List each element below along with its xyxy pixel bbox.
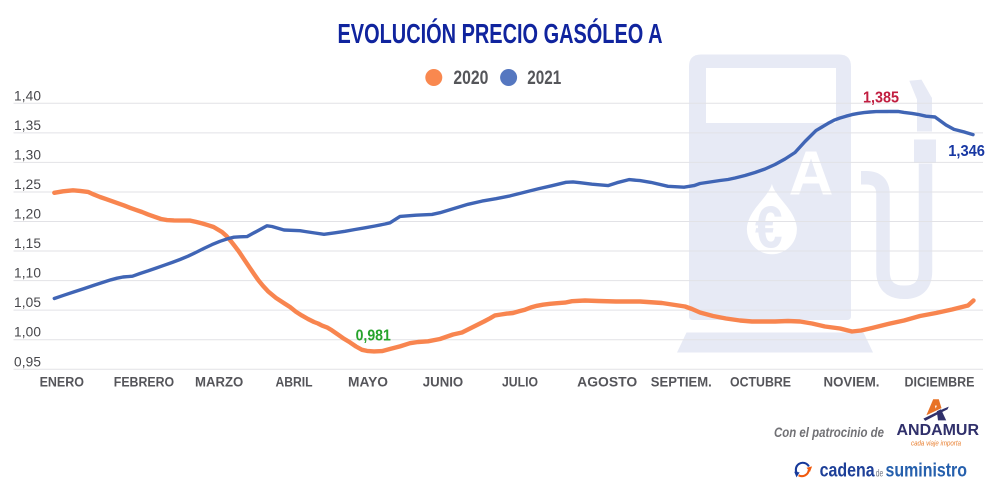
svg-text:1,05: 1,05	[14, 295, 41, 310]
svg-text:1,346: 1,346	[948, 143, 985, 160]
svg-text:de: de	[876, 469, 884, 480]
svg-text:1,25: 1,25	[14, 177, 41, 192]
svg-text:JULIO: JULIO	[502, 375, 538, 390]
svg-text:1,35: 1,35	[14, 118, 41, 133]
svg-text:1,15: 1,15	[14, 236, 41, 251]
svg-text:1,40: 1,40	[14, 88, 41, 103]
svg-text:suministro: suministro	[886, 461, 968, 482]
svg-text:2021: 2021	[527, 68, 561, 89]
svg-text:1,30: 1,30	[14, 147, 41, 162]
svg-text:ENERO: ENERO	[40, 375, 84, 390]
svg-text:MARZO: MARZO	[195, 375, 243, 390]
svg-text:1,10: 1,10	[14, 266, 41, 281]
svg-text:cada viaje importa: cada viaje importa	[911, 439, 961, 448]
svg-text:2020: 2020	[453, 68, 488, 89]
svg-text:OCTUBRE: OCTUBRE	[730, 375, 791, 390]
svg-text:ABRIL: ABRIL	[276, 375, 313, 390]
svg-text:1,00: 1,00	[14, 325, 41, 340]
svg-text:cadena: cadena	[820, 461, 875, 482]
svg-text:DICIEMBRE: DICIEMBRE	[905, 375, 975, 390]
svg-text:JUNIO: JUNIO	[423, 375, 463, 390]
svg-text:0,95: 0,95	[14, 354, 41, 369]
svg-text:Con el patrocinio de: Con el patrocinio de	[774, 425, 884, 440]
svg-text:SEPTIEM.: SEPTIEM.	[651, 375, 712, 390]
svg-text:MAYO: MAYO	[348, 375, 388, 390]
svg-text:FEBRERO: FEBRERO	[114, 375, 174, 390]
svg-text:EVOLUCIÓN PRECIO GASÓLEO A: EVOLUCIÓN PRECIO GASÓLEO A	[338, 18, 663, 49]
svg-text:1,20: 1,20	[14, 207, 41, 222]
svg-text:1,385: 1,385	[863, 90, 899, 107]
svg-text:€: €	[755, 194, 783, 260]
svg-text:ANDAMUR: ANDAMUR	[897, 422, 980, 439]
svg-text:NOVIEM.: NOVIEM.	[824, 375, 880, 390]
svg-text:AGOSTO: AGOSTO	[577, 375, 637, 390]
svg-text:0,981: 0,981	[356, 328, 391, 345]
